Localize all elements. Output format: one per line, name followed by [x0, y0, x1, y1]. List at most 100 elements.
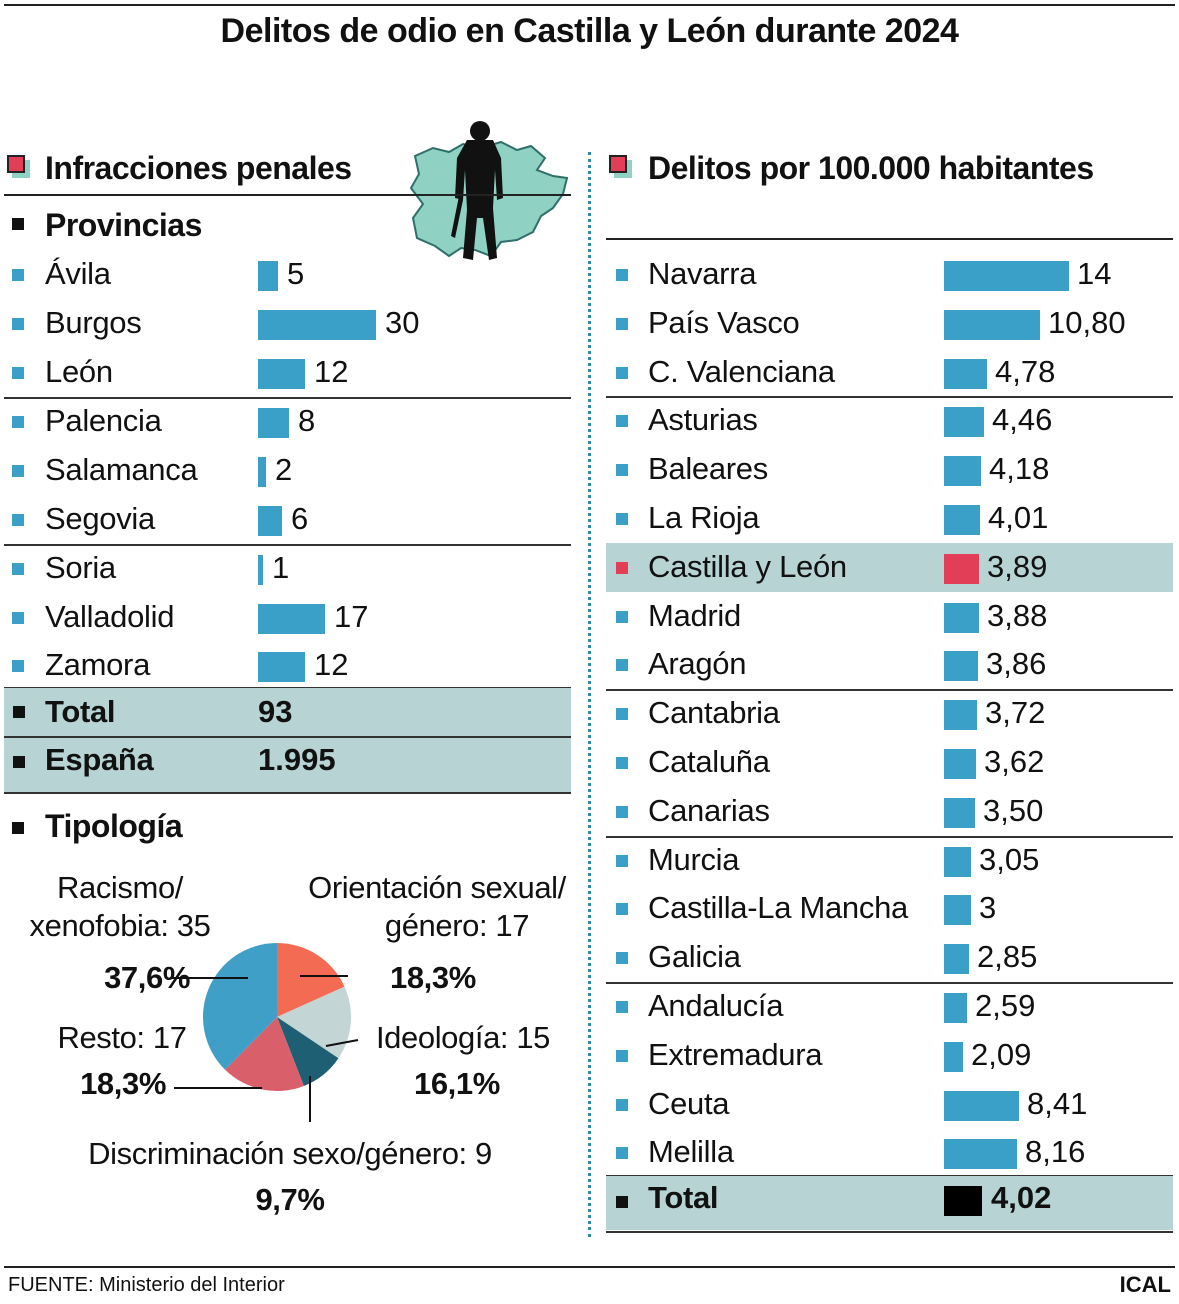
- province-value: 12: [314, 354, 349, 389]
- row-bullet-icon: [12, 563, 24, 575]
- region-name: Baleares: [648, 451, 768, 486]
- region-bar: [944, 554, 979, 584]
- region-value: 4,78: [995, 354, 1056, 389]
- row-separator: [4, 736, 571, 738]
- pie-slice-racismo: [202, 943, 277, 1070]
- region-bar: [944, 993, 967, 1023]
- region-name: Navarra: [648, 256, 757, 291]
- region-row: Castilla-La Mancha 3: [606, 884, 1173, 933]
- spain-value: 1.995: [258, 742, 336, 777]
- province-name: Segovia: [45, 501, 155, 536]
- row-bullet-icon: [12, 465, 24, 477]
- region-name: Madrid: [648, 598, 741, 633]
- spain-row: España 1.995: [4, 738, 571, 792]
- row-bullet-icon: [616, 1099, 628, 1111]
- left-heading: Infracciones penales: [45, 150, 352, 186]
- row-bullet-icon: [12, 612, 24, 624]
- region-bar: [944, 749, 976, 779]
- pie-pct-orientacion: 18,3%: [390, 960, 476, 995]
- province-name: León: [45, 354, 113, 389]
- province-value: 6: [291, 501, 309, 536]
- region-row: La Rioja 4,01: [606, 494, 1173, 543]
- region-bar: [944, 1139, 1017, 1169]
- row-bullet-icon: [616, 318, 628, 330]
- pie-label-line: Racismo/: [57, 870, 183, 905]
- region-bar: [944, 895, 971, 925]
- province-name: Burgos: [45, 305, 142, 340]
- province-name: Zamora: [45, 647, 151, 682]
- province-row: Segovia 6: [4, 495, 571, 544]
- pie-label-line: género: 17: [384, 908, 530, 943]
- region-value: 3,89: [987, 549, 1048, 584]
- province-name: Palencia: [45, 403, 162, 438]
- region-bar: [944, 407, 984, 437]
- region-bar: [944, 1091, 1019, 1121]
- region-row: País Vasco 10,80: [606, 299, 1173, 348]
- region-bar: [944, 505, 980, 535]
- province-bar: [258, 555, 263, 585]
- pie-slice-discriminacion: [277, 1017, 339, 1086]
- region-bar: [944, 456, 981, 486]
- total-label: Total: [45, 694, 116, 729]
- province-row: Burgos 30: [4, 299, 571, 348]
- province-bar: [258, 408, 289, 438]
- province-row: León 12: [4, 348, 571, 397]
- black-bullet-icon: [12, 822, 24, 834]
- region-name: Murcia: [648, 842, 740, 877]
- region-name: C. Valenciana: [648, 354, 835, 389]
- black-bullet-icon: [13, 756, 25, 768]
- row-bullet-icon: [616, 269, 628, 281]
- region-row: Baleares 4,18: [606, 445, 1173, 494]
- provinces-heading: Provincias: [45, 207, 202, 243]
- province-value: 1: [272, 550, 290, 585]
- region-row: Cantabria 3,72: [606, 689, 1173, 738]
- province-value: 5: [287, 256, 305, 291]
- brand-logo: ICAL: [1119, 1272, 1171, 1297]
- province-value: 12: [314, 647, 349, 682]
- province-row: Soria 1: [4, 544, 571, 593]
- region-row: Ceuta 8,41: [606, 1080, 1173, 1129]
- province-bar: [258, 359, 305, 389]
- region-row: Extremadura 2,09: [606, 1031, 1173, 1080]
- leader-line: [325, 1039, 359, 1047]
- pie-label-resto: Resto: 17: [57, 1020, 187, 1055]
- typology-heading: Tipología: [45, 808, 183, 844]
- region-bar: [944, 310, 1040, 340]
- province-row: Salamanca 2: [4, 446, 571, 495]
- row-bullet-icon: [616, 611, 628, 623]
- row-bullet-icon: [616, 1147, 628, 1159]
- region-value: 8,41: [1027, 1086, 1088, 1121]
- region-name: Asturias: [648, 402, 758, 437]
- pie-pct-discriminacion: 9,7%: [255, 1182, 325, 1217]
- region-bar: [944, 798, 975, 828]
- top-rule: [4, 4, 1175, 6]
- region-value: 3,62: [984, 744, 1045, 779]
- row-separator: [4, 397, 571, 399]
- row-bullet-icon: [12, 416, 24, 428]
- row-bullet-icon: [12, 269, 24, 281]
- region-value: 3: [979, 890, 997, 925]
- region-value: 8,16: [1025, 1134, 1086, 1169]
- region-name: Andalucía: [648, 988, 784, 1023]
- row-bullet-icon: [616, 367, 628, 379]
- row-bullet-icon: [616, 464, 628, 476]
- row-separator: [606, 982, 1173, 984]
- region-name: Castilla y León: [648, 549, 847, 584]
- row-separator: [606, 396, 1173, 398]
- row-bullet-icon: [616, 1001, 628, 1013]
- row-separator: [606, 1231, 1173, 1233]
- province-name: Valladolid: [45, 599, 175, 634]
- pie-pct-ideologia: 16,1%: [414, 1066, 500, 1101]
- region-name: Extremadura: [648, 1037, 823, 1072]
- region-row: Navarra 14: [606, 250, 1173, 299]
- typology-pie-chart: [172, 943, 359, 1122]
- row-bullet-icon: [12, 514, 24, 526]
- row-separator: [4, 544, 571, 546]
- province-bar: [258, 604, 325, 634]
- region-row: Cataluña 3,62: [606, 738, 1173, 787]
- region-value: 3,05: [979, 842, 1040, 877]
- region-row: Canarias 3,50: [606, 787, 1173, 836]
- region-row: Andalucía 2,59: [606, 982, 1173, 1031]
- region-value: 14: [1077, 256, 1112, 291]
- region-value: 3,50: [983, 793, 1044, 828]
